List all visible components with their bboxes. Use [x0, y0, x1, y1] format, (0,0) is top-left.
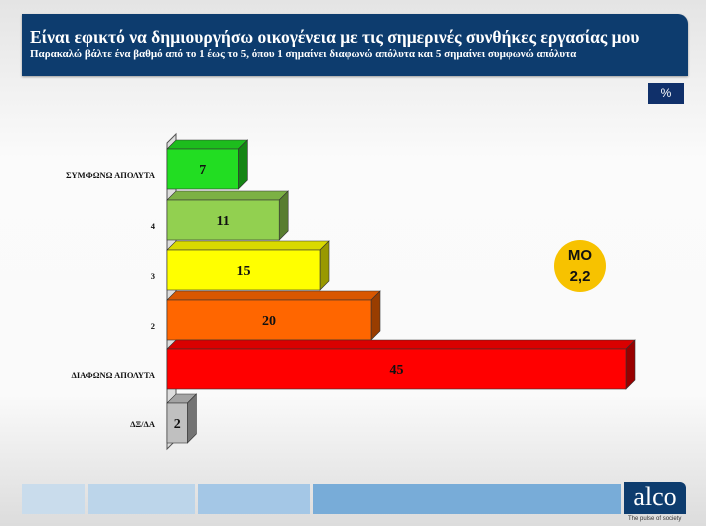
header-banner: Είναι εφικτό να δημιουργήσω οικογένεια μ…: [22, 14, 688, 76]
mean-badge: ΜΟ 2,2: [554, 240, 606, 292]
mean-value: 2,2: [569, 268, 591, 285]
bar-side: [238, 139, 248, 190]
bar: [166, 299, 372, 341]
footer-block: [22, 484, 85, 514]
bar-top: [166, 339, 636, 350]
bar-side: [319, 240, 330, 291]
category-label: ΣΥΜΦΩΝΩ ΑΠΟΛΥΤΑ: [66, 170, 156, 180]
category-label: ΔΙΑΦΩΝΩ ΑΠΟΛΥΤΑ: [72, 370, 156, 380]
data-label: 7: [199, 163, 206, 178]
bar-side: [625, 339, 636, 390]
footer-block: [313, 484, 621, 514]
category-label: 2: [151, 321, 155, 331]
bar: [166, 402, 188, 444]
category-label: ΔΞ/ΔΑ: [130, 419, 156, 429]
bar-side: [278, 190, 289, 241]
page-subtitle: Παρακαλώ βάλτε ένα βαθμό από το 1 έως το…: [30, 48, 577, 60]
category-label: 4: [151, 221, 156, 231]
category-label: 3: [151, 271, 155, 281]
data-label: 45: [390, 363, 404, 378]
bar: [166, 249, 321, 291]
bar-side: [370, 290, 381, 341]
bar-top: [166, 290, 381, 301]
bar-top: [166, 139, 249, 150]
footer-block: [88, 484, 195, 514]
page-title: Είναι εφικτό να δημιουργήσω οικογένεια μ…: [30, 27, 640, 47]
footer-block: [198, 484, 310, 514]
percent-badge: %: [648, 83, 684, 104]
data-label: 11: [216, 214, 229, 229]
mean-label: ΜΟ: [567, 247, 593, 264]
bar: [166, 199, 280, 241]
bar-top: [166, 240, 330, 251]
data-label: 15: [237, 264, 251, 279]
logo-tagline: The pulse of society: [628, 516, 682, 522]
data-label: 20: [262, 314, 276, 329]
bar: [166, 348, 627, 390]
bar: [166, 148, 239, 190]
alco-logo: alco: [624, 482, 686, 514]
bar-side: [187, 393, 197, 444]
data-label: 2: [174, 417, 181, 432]
bar-top: [166, 190, 289, 201]
